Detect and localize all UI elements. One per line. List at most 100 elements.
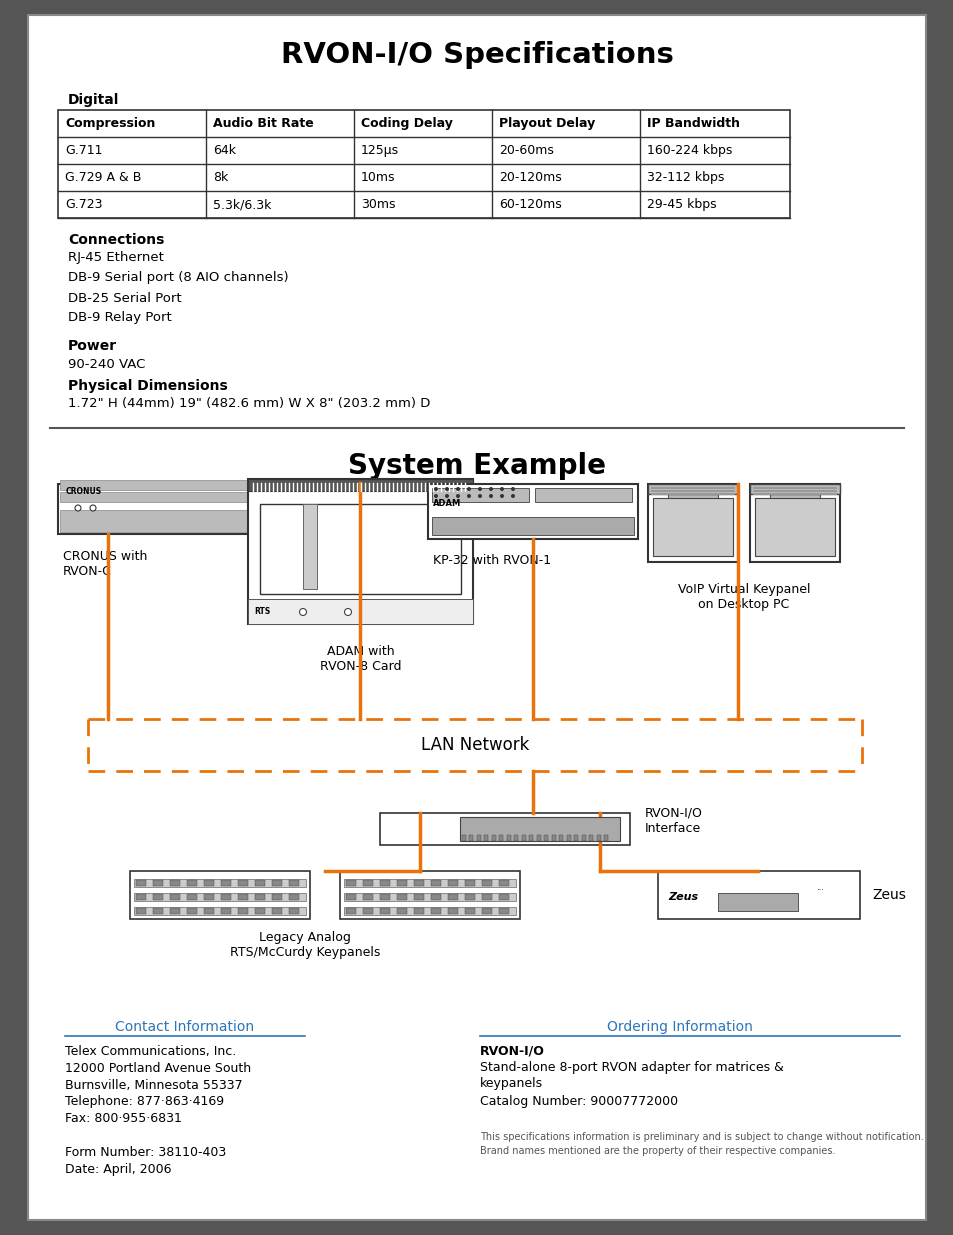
Bar: [537, 835, 540, 841]
Circle shape: [444, 494, 449, 498]
Bar: [464, 881, 475, 885]
Bar: [187, 894, 196, 900]
Bar: [752, 487, 836, 489]
Bar: [248, 479, 473, 492]
Text: 5.3k/6.3k: 5.3k/6.3k: [213, 198, 271, 211]
Bar: [749, 484, 840, 494]
Text: RJ-45 Ethernet: RJ-45 Ethernet: [68, 252, 164, 264]
Bar: [248, 599, 473, 624]
Text: Coding Delay: Coding Delay: [360, 117, 453, 130]
Bar: [754, 498, 834, 556]
Bar: [130, 871, 310, 919]
Text: Stand-alone 8-port RVON adapter for matrices &: Stand-alone 8-port RVON adapter for matr…: [479, 1062, 783, 1074]
Bar: [484, 835, 488, 841]
Bar: [344, 879, 516, 887]
Bar: [428, 484, 638, 538]
Bar: [58, 110, 789, 219]
Bar: [448, 881, 457, 885]
Bar: [414, 881, 423, 885]
Bar: [558, 835, 563, 841]
Bar: [396, 894, 407, 900]
Bar: [187, 908, 196, 914]
Bar: [396, 881, 407, 885]
Bar: [272, 908, 282, 914]
Text: G.723: G.723: [65, 198, 102, 211]
Text: 160-224 kbps: 160-224 kbps: [646, 144, 732, 157]
Bar: [133, 879, 306, 887]
Circle shape: [511, 487, 515, 492]
Bar: [718, 893, 797, 911]
Text: 90-240 VAC: 90-240 VAC: [68, 357, 145, 370]
Bar: [431, 908, 440, 914]
Text: 30ms: 30ms: [360, 198, 395, 211]
Bar: [431, 881, 440, 885]
Bar: [604, 835, 608, 841]
Bar: [363, 894, 373, 900]
Bar: [769, 494, 820, 501]
Text: Zeus: Zeus: [667, 892, 698, 902]
Circle shape: [75, 505, 81, 511]
Bar: [272, 894, 282, 900]
Bar: [658, 871, 859, 919]
Text: 20-120ms: 20-120ms: [498, 170, 561, 184]
Bar: [464, 908, 475, 914]
Bar: [647, 484, 738, 494]
Bar: [170, 908, 180, 914]
Text: Physical Dimensions: Physical Dimensions: [68, 379, 228, 393]
Bar: [752, 490, 836, 492]
Bar: [60, 510, 266, 532]
Circle shape: [344, 609, 351, 615]
Text: Connections: Connections: [68, 233, 164, 247]
Bar: [597, 835, 600, 841]
Text: Fax: 800·955·6831: Fax: 800·955·6831: [65, 1113, 182, 1125]
Bar: [414, 908, 423, 914]
Bar: [432, 488, 529, 501]
Bar: [221, 908, 231, 914]
Bar: [414, 894, 423, 900]
Bar: [363, 908, 373, 914]
Text: Power: Power: [68, 338, 117, 353]
Bar: [221, 881, 231, 885]
Text: G.729 A & B: G.729 A & B: [65, 170, 141, 184]
Circle shape: [499, 487, 503, 492]
Text: 10ms: 10ms: [360, 170, 395, 184]
Bar: [566, 835, 571, 841]
Bar: [481, 881, 492, 885]
Bar: [170, 894, 180, 900]
Text: CRONUS: CRONUS: [66, 488, 102, 496]
Bar: [133, 893, 306, 902]
Circle shape: [489, 494, 493, 498]
Text: DB-9 Serial port (8 AIO channels): DB-9 Serial port (8 AIO channels): [68, 272, 289, 284]
Bar: [499, 835, 503, 841]
Bar: [650, 490, 734, 492]
Bar: [589, 835, 593, 841]
Text: Burnsville, Minnesota 55337: Burnsville, Minnesota 55337: [65, 1078, 242, 1092]
Bar: [431, 894, 440, 900]
Text: Audio Bit Rate: Audio Bit Rate: [213, 117, 314, 130]
Text: 12000 Portland Avenue South: 12000 Portland Avenue South: [65, 1062, 251, 1074]
Bar: [469, 835, 473, 841]
Bar: [752, 493, 836, 495]
Bar: [60, 480, 266, 490]
Text: Zeus: Zeus: [871, 888, 905, 902]
Bar: [476, 835, 480, 841]
Bar: [448, 908, 457, 914]
Bar: [133, 906, 306, 915]
Bar: [248, 479, 473, 624]
Bar: [204, 881, 213, 885]
Bar: [136, 908, 146, 914]
Bar: [379, 813, 629, 845]
Bar: [152, 908, 163, 914]
Bar: [396, 908, 407, 914]
Circle shape: [444, 487, 449, 492]
Text: KP-32 with RVON-1: KP-32 with RVON-1: [433, 555, 551, 568]
Bar: [652, 498, 732, 556]
Text: DB-9 Relay Port: DB-9 Relay Port: [68, 311, 172, 325]
Text: Playout Delay: Playout Delay: [498, 117, 595, 130]
Text: Digital: Digital: [68, 93, 119, 107]
Bar: [667, 494, 718, 501]
Bar: [346, 881, 355, 885]
Bar: [574, 835, 578, 841]
Bar: [344, 906, 516, 915]
Bar: [152, 881, 163, 885]
